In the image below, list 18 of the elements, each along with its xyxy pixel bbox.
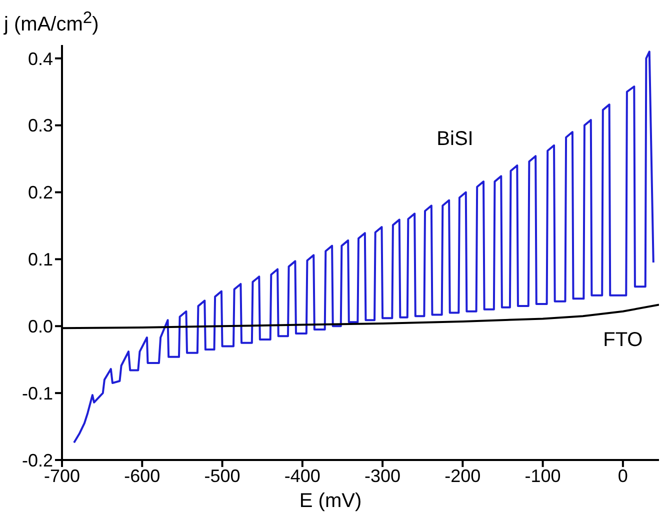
y-tick-label: 0.2	[28, 182, 53, 203]
x-tick-label: 0	[618, 466, 628, 486]
x-axis-title: E (mV)	[298, 490, 363, 513]
x-tick-label: -400	[284, 466, 320, 486]
x-tick-label: -500	[204, 466, 240, 486]
line-series	[73, 50, 654, 444]
x-tick-label: -600	[124, 466, 160, 486]
series-label: FTO	[602, 329, 644, 352]
series-label: BiSI	[436, 128, 474, 151]
y-tick-label: 0.3	[28, 116, 53, 136]
y-tick-label: 0.0	[28, 316, 53, 337]
x-tick-label: -300	[364, 466, 401, 486]
y-axis-title: j (mA/cm$^{2}$)	[4, 8, 99, 37]
x-tick-label: -200	[444, 466, 481, 486]
x-tick-label: -100	[524, 466, 561, 486]
y-tick-label: -0.1	[22, 383, 53, 404]
y-tick-label: 0.1	[28, 250, 53, 270]
y-tick-label: 0.4	[28, 48, 53, 69]
